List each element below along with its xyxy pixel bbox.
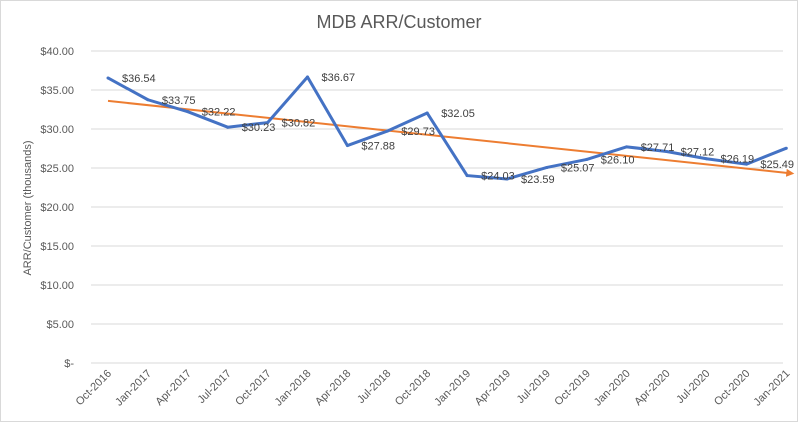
trendline-group — [107, 99, 795, 177]
y-tick-label: $30.00 — [40, 124, 74, 136]
data-point — [266, 121, 270, 125]
series-group — [106, 75, 788, 181]
x-tick-label: Jan-2021 — [751, 368, 792, 409]
data-label: $27.12 — [681, 146, 715, 158]
x-tick-label: Oct-2018 — [393, 368, 433, 408]
data-point — [345, 144, 349, 148]
x-tick-label: Jul-2019 — [515, 368, 553, 406]
data-label: $25.49 — [760, 159, 794, 171]
y-tick-label: $25.00 — [40, 163, 74, 175]
x-tick-label: Oct-2019 — [552, 368, 592, 408]
data-point — [505, 177, 509, 181]
x-tick-label: Apr-2018 — [313, 368, 353, 408]
x-tick-label: Oct-2016 — [74, 368, 114, 408]
data-label: $27.88 — [361, 141, 395, 153]
data-point — [186, 110, 190, 114]
data-label: $25.07 — [561, 162, 595, 174]
chart-title: MDB ARR/Customer — [316, 12, 481, 32]
data-point — [425, 111, 429, 115]
x-tick-label: Jul-2020 — [674, 368, 712, 406]
gridlines — [91, 50, 783, 364]
data-label: $32.05 — [441, 108, 475, 120]
data-label: $33.75 — [162, 95, 196, 107]
data-label: $36.54 — [122, 73, 156, 85]
x-tick-label: Apr-2017 — [153, 368, 193, 408]
x-tick-label: Oct-2017 — [233, 368, 273, 408]
y-axis-label: ARR/Customer (thousands) — [22, 140, 34, 275]
y-tick-label: $10.00 — [40, 280, 74, 292]
data-point — [146, 98, 150, 102]
data-point — [705, 157, 708, 161]
y-tick-label: $35.00 — [40, 85, 74, 97]
data-label: $30.23 — [242, 122, 276, 134]
y-tick-label: $40.00 — [40, 46, 74, 58]
y-tick-label: $15.00 — [40, 241, 74, 253]
x-tick-label: Jan-2020 — [592, 368, 633, 409]
x-tick-label: Apr-2020 — [632, 368, 672, 408]
data-point — [625, 145, 629, 149]
data-label: $27.71 — [641, 142, 675, 154]
x-tick-label: Jan-2019 — [432, 368, 473, 409]
data-point — [226, 125, 230, 129]
data-point — [744, 162, 748, 166]
data-label: $23.59 — [521, 174, 555, 186]
x-tick-label: Jan-2018 — [273, 368, 314, 409]
data-label: $26.19 — [721, 154, 755, 166]
x-tick-label: Jul-2018 — [355, 368, 393, 406]
data-label: $26.10 — [601, 154, 635, 166]
data-label: $30.82 — [282, 118, 316, 130]
data-point — [784, 146, 788, 150]
y-tick-label: $20.00 — [40, 202, 74, 214]
y-tick-label: $5.00 — [46, 319, 74, 331]
x-tick-label: Jan-2017 — [113, 368, 154, 409]
series-line — [107, 75, 787, 181]
data-point — [465, 174, 469, 178]
x-tick-label: Apr-2019 — [473, 368, 513, 408]
data-label: $24.03 — [481, 171, 515, 183]
data-label: $36.67 — [322, 72, 356, 84]
data-point — [106, 76, 110, 80]
x-tick-label: Oct-2020 — [712, 368, 752, 408]
data-labels-group: $36.54 $33.75 $32.22 $30.23 $30.82 $36.67 $27.… — [122, 72, 794, 186]
data-point — [665, 149, 669, 153]
x-tick-label: Jul-2017 — [195, 368, 233, 406]
data-point — [545, 165, 549, 169]
data-label: $32.22 — [202, 107, 236, 119]
y-tick-label: $- — [64, 358, 74, 370]
data-point — [585, 157, 589, 161]
trendline — [107, 99, 795, 177]
data-point — [306, 75, 309, 79]
data-label: $29.73 — [401, 126, 435, 138]
y-axis-ticks: $- $5.00 $10.00 $15.00 $20.00 $25.00 $30.00 $35… — [40, 46, 74, 370]
data-point — [385, 129, 389, 133]
